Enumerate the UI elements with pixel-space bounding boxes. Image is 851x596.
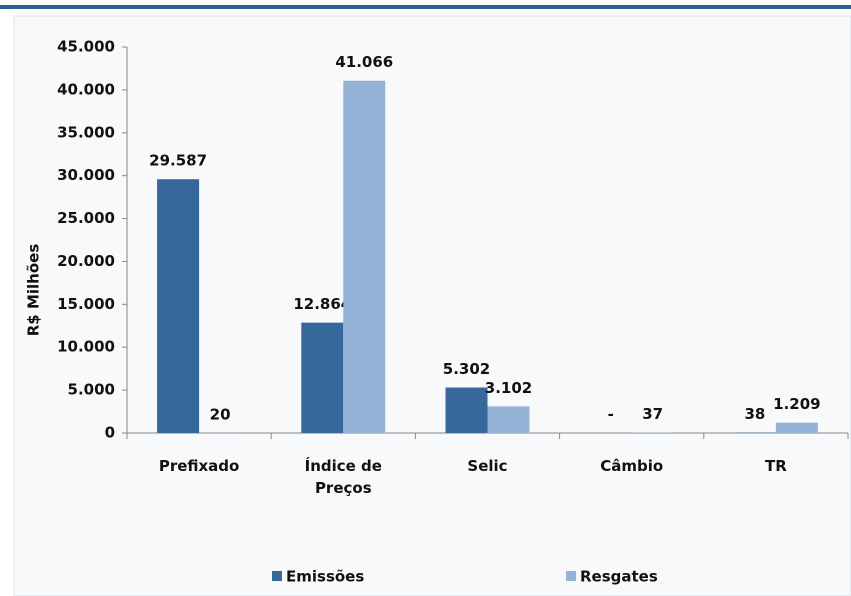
top-rule: [0, 5, 851, 9]
data-label: -: [608, 406, 614, 424]
chart-panel: [13, 15, 851, 596]
data-label: 20: [210, 405, 231, 423]
x-tick-label: Prefixado: [158, 457, 240, 475]
bar: [487, 406, 530, 433]
data-label: 3.102: [485, 379, 532, 397]
data-label: 37: [642, 405, 663, 423]
data-label: 29.587: [149, 152, 207, 170]
y-tick-label: 45.000: [57, 38, 115, 56]
x-tick-label: Índice de Preços: [304, 457, 382, 497]
y-tick-label: 35.000: [57, 123, 115, 141]
y-tick-label: 40.000: [57, 80, 115, 98]
legend-label: Emissões: [286, 568, 364, 586]
x-tick-label: Câmbio: [600, 457, 664, 475]
y-tick-label: 30.000: [57, 166, 115, 184]
data-label: 38: [744, 405, 765, 423]
y-tick-label: 15.000: [57, 295, 115, 313]
legend-swatch: [272, 571, 282, 581]
data-label: 1.209: [773, 395, 820, 413]
y-tick-label: 25.000: [57, 209, 115, 227]
data-label: 41.066: [335, 53, 393, 71]
bar: [445, 387, 488, 433]
legend-label: Resgates: [580, 568, 658, 586]
legend-swatch: [566, 571, 576, 581]
data-label: 12.864: [293, 295, 351, 313]
y-axis-title: R$ Milhões: [25, 244, 43, 337]
data-label: 5.302: [443, 360, 490, 378]
bar: [301, 322, 344, 433]
bar: [343, 80, 386, 433]
y-tick-label: 20.000: [57, 252, 115, 270]
x-tick-label: TR: [764, 457, 787, 475]
bar: [157, 179, 200, 433]
y-tick-label: 5.000: [68, 381, 115, 399]
x-tick-label: Selic: [467, 457, 508, 475]
y-tick-label: 10.000: [57, 338, 115, 356]
y-tick-label: 0: [105, 424, 115, 442]
bar: [775, 422, 818, 433]
